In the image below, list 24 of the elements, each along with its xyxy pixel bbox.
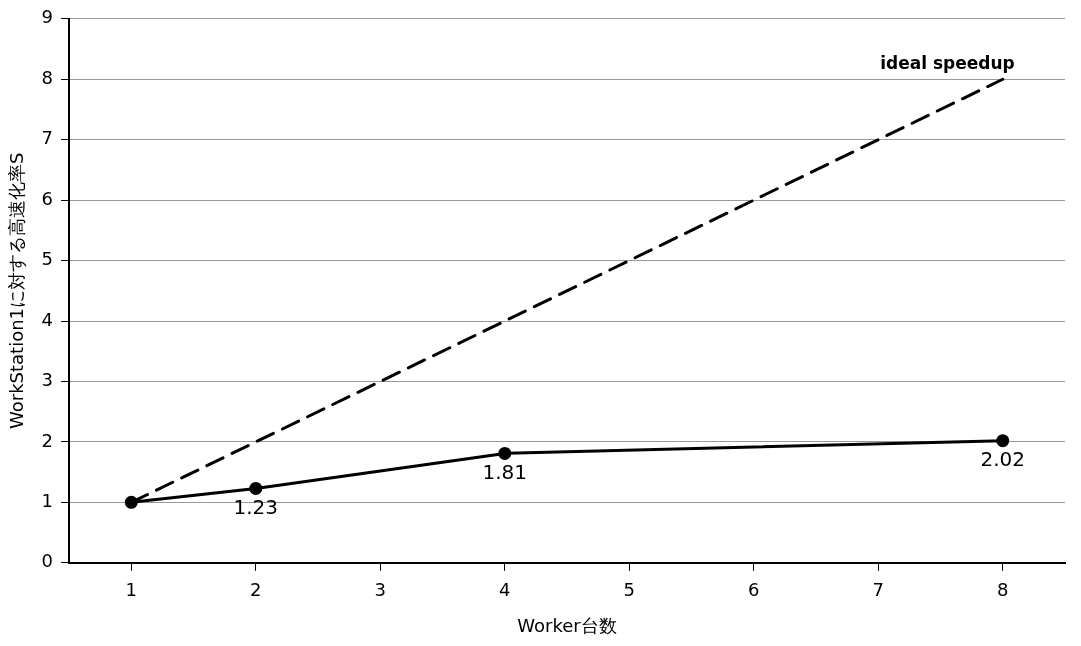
data-label: 1.23: [233, 494, 279, 519]
series-label: ideal speedup: [880, 53, 1015, 74]
x-tick-label: 8: [997, 579, 1009, 601]
y-tick-label: 1: [41, 490, 54, 512]
x-tick-label: 7: [872, 579, 884, 601]
x-tick-label: 2: [250, 579, 262, 601]
y-tick-label: 5: [41, 248, 54, 270]
data-label: 2.02: [980, 446, 1026, 471]
y-tick-label: 2: [41, 429, 54, 451]
x-tick-label: 1: [125, 579, 138, 601]
x-tick-label: 5: [623, 579, 635, 601]
data-label: 1.81: [482, 459, 528, 484]
x-axis-title: Worker台数: [517, 614, 617, 636]
x-tick-label: 3: [374, 579, 387, 601]
y-tick-label: 7: [41, 127, 54, 149]
y-tick-label: 0: [41, 550, 54, 572]
x-tick-label: 6: [748, 579, 760, 601]
y-tick-label: 3: [41, 369, 54, 391]
y-tick-label: 6: [41, 187, 54, 209]
y-tick-label: 4: [41, 308, 54, 330]
y-axis-title: WorkStation1に対する高速化率S: [6, 152, 28, 430]
y-tick-label: 9: [41, 6, 54, 28]
y-tick-label: 8: [41, 66, 54, 88]
x-tick-label: 4: [499, 579, 511, 601]
